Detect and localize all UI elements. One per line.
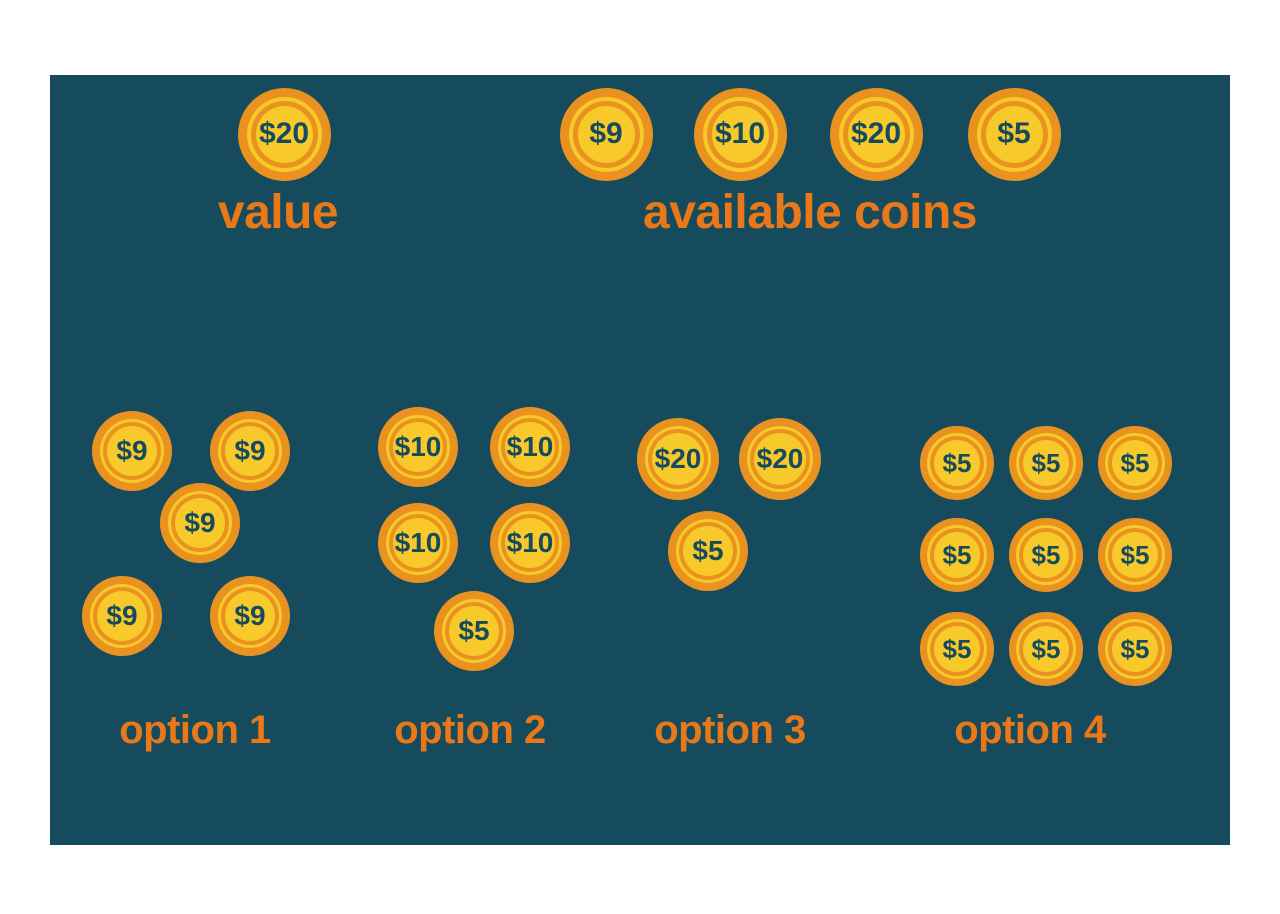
opt4-r2c1: $5 <box>920 518 994 592</box>
opt2-c3-text: $10 <box>395 527 442 559</box>
avail-coin-5-text: $5 <box>997 117 1030 151</box>
avail-coin-10-text: $10 <box>715 117 765 151</box>
opt2-c2: $10 <box>490 407 570 487</box>
opt4-r2c1-text: $5 <box>943 540 972 571</box>
opt3-c3: $5 <box>668 511 748 591</box>
option4-label: option 4 <box>954 708 1106 753</box>
avail-coin-5: $5 <box>968 88 1061 181</box>
option1-label: option 1 <box>119 708 271 753</box>
avail-coin-9-text: $9 <box>589 117 622 151</box>
opt4-r3c3: $5 <box>1098 612 1172 686</box>
opt2-c1-text: $10 <box>395 431 442 463</box>
option2-label: option 2 <box>394 708 546 753</box>
opt2-c3: $10 <box>378 503 458 583</box>
value-coin-text: $20 <box>259 117 309 151</box>
opt2-c4-text: $10 <box>507 527 554 559</box>
opt4-r2c3-text: $5 <box>1121 540 1150 571</box>
opt1-c1: $9 <box>92 411 172 491</box>
opt4-r1c2-text: $5 <box>1032 448 1061 479</box>
opt4-r3c1: $5 <box>920 612 994 686</box>
opt4-r1c3: $5 <box>1098 426 1172 500</box>
option3-label: option 3 <box>654 708 806 753</box>
opt3-c2-text: $20 <box>757 443 804 475</box>
opt4-r3c2-text: $5 <box>1032 634 1061 665</box>
opt3-c1: $20 <box>637 418 719 500</box>
diagram-canvas: value available coins option 1 option 2 opti… <box>50 75 1230 845</box>
opt1-c4: $9 <box>82 576 162 656</box>
opt1-c4-text: $9 <box>106 600 137 632</box>
opt1-c2-text: $9 <box>234 435 265 467</box>
opt2-c5-text: $5 <box>458 615 489 647</box>
opt2-c4: $10 <box>490 503 570 583</box>
value-label: value <box>218 185 338 240</box>
avail-coin-20-text: $20 <box>851 117 901 151</box>
opt4-r2c3: $5 <box>1098 518 1172 592</box>
opt1-c2: $9 <box>210 411 290 491</box>
opt4-r1c1: $5 <box>920 426 994 500</box>
opt4-r3c1-text: $5 <box>943 634 972 665</box>
opt4-r1c3-text: $5 <box>1121 448 1150 479</box>
opt3-c1-text: $20 <box>655 443 702 475</box>
opt4-r3c2: $5 <box>1009 612 1083 686</box>
opt4-r1c2: $5 <box>1009 426 1083 500</box>
opt4-r1c1-text: $5 <box>943 448 972 479</box>
opt4-r2c2: $5 <box>1009 518 1083 592</box>
avail-coin-20: $20 <box>830 88 923 181</box>
opt3-c3-text: $5 <box>692 535 723 567</box>
avail-coin-10: $10 <box>694 88 787 181</box>
available-label: available coins <box>643 185 977 240</box>
opt2-c5: $5 <box>434 591 514 671</box>
opt1-c5-text: $9 <box>234 600 265 632</box>
opt4-r2c2-text: $5 <box>1032 540 1061 571</box>
value-coin: $20 <box>238 88 331 181</box>
opt1-c3: $9 <box>160 483 240 563</box>
opt2-c1: $10 <box>378 407 458 487</box>
avail-coin-9: $9 <box>560 88 653 181</box>
opt3-c2: $20 <box>739 418 821 500</box>
opt4-r3c3-text: $5 <box>1121 634 1150 665</box>
opt1-c3-text: $9 <box>184 507 215 539</box>
opt2-c2-text: $10 <box>507 431 554 463</box>
opt1-c5: $9 <box>210 576 290 656</box>
opt1-c1-text: $9 <box>116 435 147 467</box>
